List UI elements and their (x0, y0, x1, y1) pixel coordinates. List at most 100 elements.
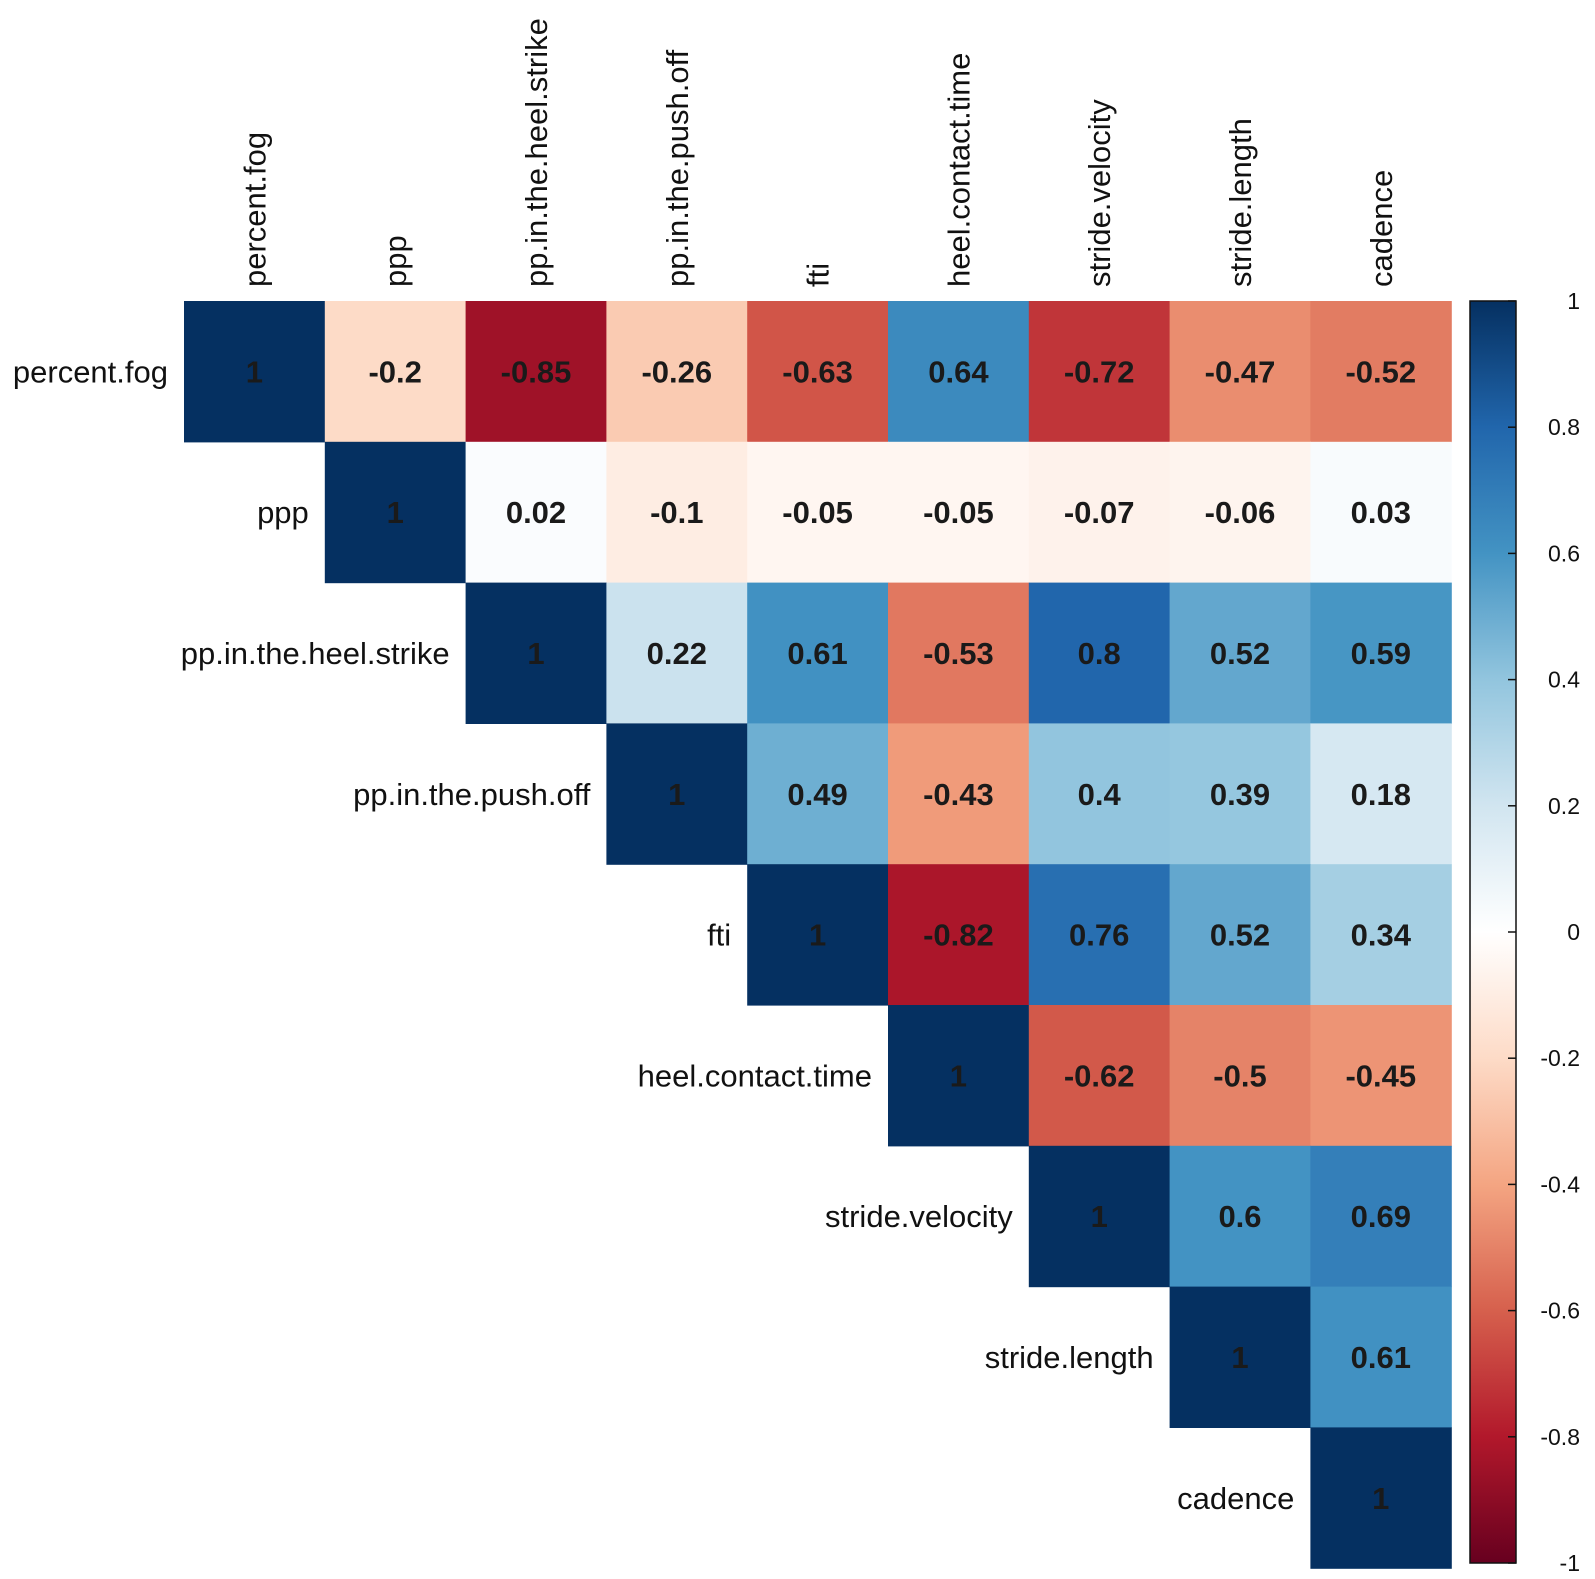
heatmap-cell (465, 301, 607, 443)
heatmap-cell (606, 582, 748, 724)
heatmap-cell (888, 441, 1030, 584)
column-label: percent.fog (237, 132, 272, 287)
cell-value: -0.45 (1345, 1058, 1416, 1093)
heatmap-cell (1169, 441, 1311, 584)
heatmap-cell (1310, 1427, 1452, 1569)
cell-value: 1 (668, 777, 685, 812)
row-label: pp.in.the.heel.strike (181, 636, 450, 671)
heatmap-cell (1169, 723, 1311, 865)
cell-value: -0.26 (641, 354, 712, 389)
color-bar-tick-label: 0.2 (1548, 793, 1580, 819)
heatmap-cell (1310, 1286, 1452, 1428)
cell-value: 1 (527, 636, 544, 671)
heatmap-cell (465, 582, 607, 724)
heatmap-cell (1310, 1005, 1452, 1147)
heatmap-cell (747, 723, 889, 865)
heatmap-cell (1310, 1145, 1452, 1288)
cell-value: 1 (809, 918, 826, 953)
cell-value: 1 (1372, 1481, 1389, 1516)
heatmap-cell (747, 301, 889, 443)
color-bar-tick-label: 0.8 (1548, 414, 1580, 440)
cell-value: -0.52 (1345, 354, 1416, 389)
color-bar-tick-label: -0.6 (1540, 1298, 1580, 1324)
cell-value: -0.72 (1064, 354, 1135, 389)
heatmap-cell (1310, 441, 1452, 584)
cell-value: 0.4 (1078, 777, 1122, 812)
row-label: cadence (1177, 1481, 1294, 1516)
heatmap-cell (1310, 723, 1452, 865)
heatmap-cell (1310, 582, 1452, 724)
heatmap-cell (888, 723, 1030, 865)
color-bar-tick-label: 0.4 (1548, 667, 1580, 693)
heatmap-cell (606, 441, 748, 584)
cell-value: 0.49 (787, 777, 847, 812)
cell-value: 0.61 (787, 636, 847, 671)
cell-value: 1 (1091, 1199, 1108, 1234)
cell-value: 1 (246, 354, 263, 389)
heatmap-cell (888, 1005, 1030, 1147)
row-label: percent.fog (13, 354, 168, 389)
cell-value: -0.62 (1064, 1058, 1135, 1093)
heatmap-cells (184, 301, 1452, 1569)
heatmap-cell (1028, 864, 1171, 1006)
heatmap-cell (747, 582, 889, 724)
heatmap-cell (1169, 1005, 1311, 1147)
cell-value: 0.8 (1078, 636, 1121, 671)
cell-value: -0.43 (923, 777, 994, 812)
cell-value: 0.61 (1351, 1340, 1411, 1375)
cell-value: 0.03 (1351, 495, 1411, 530)
cell-value: -0.05 (782, 495, 853, 530)
cell-value: -0.06 (1205, 495, 1276, 530)
cell-value: 1 (1231, 1340, 1248, 1375)
heatmap-cell (888, 582, 1030, 724)
row-label: heel.contact.time (638, 1058, 872, 1093)
cell-value: 0.76 (1069, 918, 1129, 953)
cell-value: 0.69 (1351, 1199, 1411, 1234)
heatmap-cell (888, 301, 1030, 443)
heatmap-cell (1310, 864, 1452, 1006)
cell-value: -0.53 (923, 636, 994, 671)
cell-value: 0.34 (1351, 918, 1412, 953)
heatmap-cell (1169, 1145, 1311, 1288)
heatmap-cell (465, 441, 607, 584)
row-label: fti (707, 918, 731, 953)
cell-value: -0.07 (1064, 495, 1135, 530)
color-bar-tick-label: 1 (1567, 288, 1580, 314)
cell-value: 0.22 (647, 636, 707, 671)
heatmap-cell (1028, 1005, 1171, 1147)
column-labels: percent.fog ppp pp.in.the.heel.strike pp.in… (237, 18, 1398, 287)
heatmap-cell-values: 1 -0.2 -0.85 -0.26 -0.63 0.64 -0.72 -0.47 -0.52 1… (246, 354, 1416, 1515)
column-label: stride.length (1223, 118, 1258, 287)
cell-value: 0.18 (1351, 777, 1411, 812)
column-label: stride.velocity (1082, 99, 1117, 287)
cell-value: -0.82 (923, 918, 994, 953)
row-label: pp.in.the.push.off (353, 777, 591, 812)
cell-value: 1 (950, 1058, 967, 1093)
cell-value: 1 (387, 495, 404, 530)
cell-value: -0.2 (368, 354, 421, 389)
row-label: stride.length (985, 1340, 1154, 1375)
row-labels: percent.fog ppp pp.in.the.heel.strike pp.in… (13, 354, 1295, 1515)
cell-value: -0.1 (650, 495, 703, 530)
cell-value: 0.64 (928, 354, 989, 389)
heatmap-cell (1310, 301, 1452, 443)
heatmap-cell (1169, 1286, 1311, 1428)
column-label: heel.contact.time (941, 53, 976, 287)
heatmap-cell (324, 301, 467, 443)
column-label: pp.in.the.push.off (660, 49, 695, 287)
column-label: ppp (378, 235, 413, 287)
cell-value: 0.39 (1210, 777, 1270, 812)
row-label: stride.velocity (825, 1199, 1013, 1234)
color-bar-tick-label: -0.2 (1540, 1045, 1580, 1071)
cell-value: 0.52 (1210, 918, 1270, 953)
heatmap-cell (1028, 1145, 1171, 1288)
color-bar-tick-label: -0.4 (1540, 1171, 1580, 1197)
cell-value: 0.6 (1218, 1199, 1261, 1234)
column-label: fti (801, 263, 836, 287)
heatmap-cell (1028, 441, 1171, 584)
heatmap-cell (184, 301, 326, 443)
heatmap-cell (747, 864, 889, 1006)
cell-value: -0.47 (1205, 354, 1276, 389)
column-label: pp.in.the.heel.strike (519, 18, 554, 287)
